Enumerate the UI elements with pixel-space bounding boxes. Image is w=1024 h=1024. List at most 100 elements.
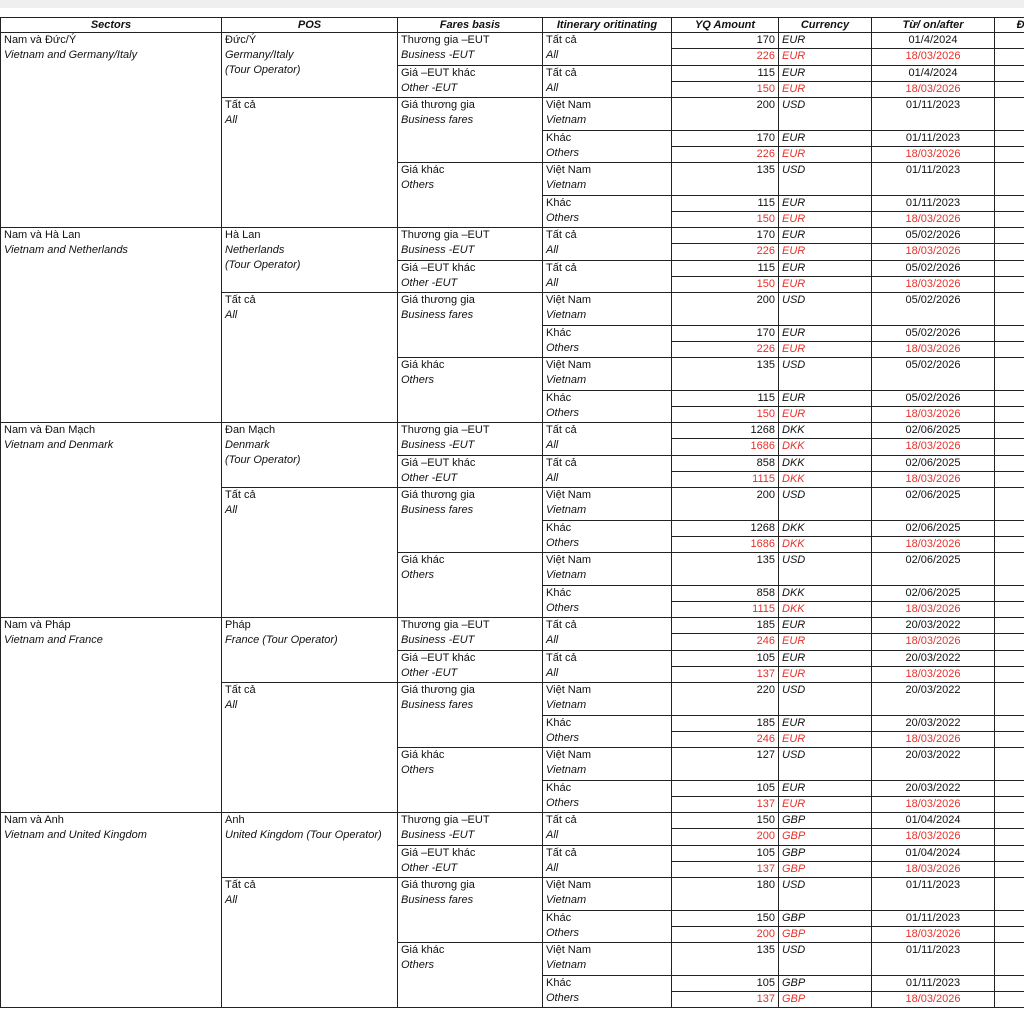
- fare-basis-business-eut-en: Business -EUT: [401, 634, 475, 646]
- itinerary-cell-en: Vietnam: [546, 114, 587, 126]
- end-date: [995, 277, 1024, 293]
- currency: EUR: [779, 666, 872, 683]
- itinerary-cell-en: Vietnam: [546, 569, 587, 581]
- yq-amount: 170: [672, 228, 779, 245]
- currency: EUR: [779, 715, 872, 732]
- itinerary-cell-en: All: [546, 666, 559, 679]
- itinerary-cell-vi: Tất cả: [546, 66, 577, 79]
- pos-cell: Hà Lan Netherlands (Tour Operator): [222, 228, 398, 293]
- end-date: [995, 196, 1024, 212]
- end-date: [995, 732, 1024, 748]
- yq-amount: 226: [672, 244, 779, 261]
- itinerary-cell: Khác Others: [543, 130, 672, 163]
- itinerary-cell-vi: Việt Nam: [546, 749, 592, 761]
- itinerary-cell-en: Vietnam: [546, 959, 587, 971]
- effective-date: 05/02/2026: [872, 228, 995, 245]
- end-date: [995, 602, 1024, 618]
- itinerary-cell-vi: Việt Nam: [546, 359, 592, 371]
- end-date: [995, 358, 1024, 391]
- itinerary-cell: Việt Nam Vietnam: [543, 98, 672, 131]
- currency: EUR: [779, 244, 872, 261]
- sector-cell-en: Vietnam and Netherlands: [4, 244, 128, 256]
- pos-cell-vi: Hà Lan: [225, 229, 261, 241]
- pos-cell-all-vi: Tất cả: [225, 489, 256, 501]
- effective-date: 02/06/2025: [872, 553, 995, 586]
- itinerary-cell: Tất cả All: [543, 65, 672, 98]
- pos-cell: Anh United Kingdom (Tour Operator): [222, 813, 398, 878]
- fare-basis-business-eut: Thương gia –EUT Business -EUT: [398, 423, 543, 456]
- itinerary-cell-vi: Khác: [546, 586, 572, 599]
- effective-date: 18/03/2026: [872, 536, 995, 553]
- fare-basis-other-fares: Giá khác Others: [398, 358, 543, 423]
- pos-cell-all-en: All: [225, 309, 238, 321]
- fare-basis-other-fares-vi: Giá khác: [401, 164, 445, 176]
- itinerary-cell-en: All: [546, 244, 559, 256]
- yq-amount: 115: [672, 65, 779, 82]
- yq-amount: 1115: [672, 601, 779, 618]
- yq-amount: 246: [672, 731, 779, 748]
- itinerary-cell: Tất cả All: [543, 423, 672, 456]
- effective-date: 02/06/2025: [872, 455, 995, 472]
- fare-basis-business-fares-vi: Giá thương gia: [401, 684, 475, 696]
- yq-amount: 1115: [672, 471, 779, 488]
- pos-cell: Đức/Ý Germany/Italy (Tour Operator): [222, 33, 398, 98]
- currency: DKK: [779, 471, 872, 488]
- fare-basis-other-eut-en: Other -EUT: [401, 666, 458, 679]
- yq-amount: 150: [672, 813, 779, 830]
- currency: EUR: [779, 260, 872, 277]
- yq-amount: 137: [672, 666, 779, 683]
- fare-basis-other-fares: Giá khác Others: [398, 163, 543, 228]
- currency: USD: [779, 683, 872, 716]
- itinerary-cell: Khác Others: [543, 390, 672, 423]
- sector-cell-vi: Nam và Đan Mạch: [4, 424, 96, 436]
- currency: EUR: [779, 33, 872, 50]
- effective-date: 20/03/2022: [872, 618, 995, 635]
- effective-date: 18/03/2026: [872, 81, 995, 98]
- itinerary-cell: Tất cả All: [543, 845, 672, 878]
- effective-date: 18/03/2026: [872, 276, 995, 293]
- pos-cell-all-en: All: [225, 114, 238, 126]
- fare-basis-other-fares-en: Others: [401, 374, 435, 386]
- fare-basis-business-eut-vi: Thương gia –EUT: [401, 229, 490, 241]
- effective-date: 18/03/2026: [872, 666, 995, 683]
- itinerary-cell-en: Vietnam: [546, 504, 587, 516]
- itinerary-cell: Khác Others: [543, 520, 672, 553]
- currency: DKK: [779, 423, 872, 440]
- yq-amount: 185: [672, 618, 779, 635]
- fare-basis-other-eut: Giá –EUT khác Other -EUT: [398, 260, 543, 293]
- fare-basis-business-fares: Giá thương gia Business fares: [398, 683, 543, 748]
- itinerary-cell-vi: Việt Nam: [546, 879, 592, 891]
- end-date: [995, 244, 1024, 261]
- effective-date: 05/02/2026: [872, 358, 995, 391]
- end-date: [995, 131, 1024, 147]
- currency: EUR: [779, 634, 872, 651]
- effective-date: 01/11/2023: [872, 878, 995, 911]
- header-6: Từ/ on/after: [872, 17, 995, 33]
- itinerary-cell-vi: Khác: [546, 781, 572, 794]
- end-date: [995, 472, 1024, 488]
- end-date: [995, 943, 1024, 976]
- yq-amount: 226: [672, 49, 779, 66]
- effective-date: 01/4/2024: [872, 33, 995, 50]
- pos-cell-en: (Tour Operator): [225, 259, 301, 271]
- yq-amount: 226: [672, 146, 779, 163]
- effective-date: 02/06/2025: [872, 520, 995, 537]
- itinerary-cell-en: Vietnam: [546, 179, 587, 191]
- itinerary-cell-vi: Tất cả: [546, 261, 577, 274]
- end-date: [995, 813, 1024, 830]
- pos-cell-all-vi: Tất cả: [225, 684, 256, 696]
- currency: GBP: [779, 975, 872, 992]
- itinerary-cell-vi: Tất cả: [546, 424, 577, 436]
- currency: DKK: [779, 601, 872, 618]
- yq-amount: 137: [672, 991, 779, 1008]
- currency: EUR: [779, 650, 872, 667]
- sector-cell: Nam và Pháp Vietnam and France: [0, 618, 222, 813]
- itinerary-cell-en: All: [546, 634, 559, 646]
- end-date: [995, 618, 1024, 635]
- fare-basis-business-eut-en: Business -EUT: [401, 244, 475, 256]
- itinerary-cell-en: All: [546, 276, 559, 289]
- itinerary-cell-vi: Việt Nam: [546, 99, 592, 111]
- itinerary-cell-en: Others: [546, 601, 580, 614]
- itinerary-cell: Khác Others: [543, 910, 672, 943]
- end-date: [995, 553, 1024, 586]
